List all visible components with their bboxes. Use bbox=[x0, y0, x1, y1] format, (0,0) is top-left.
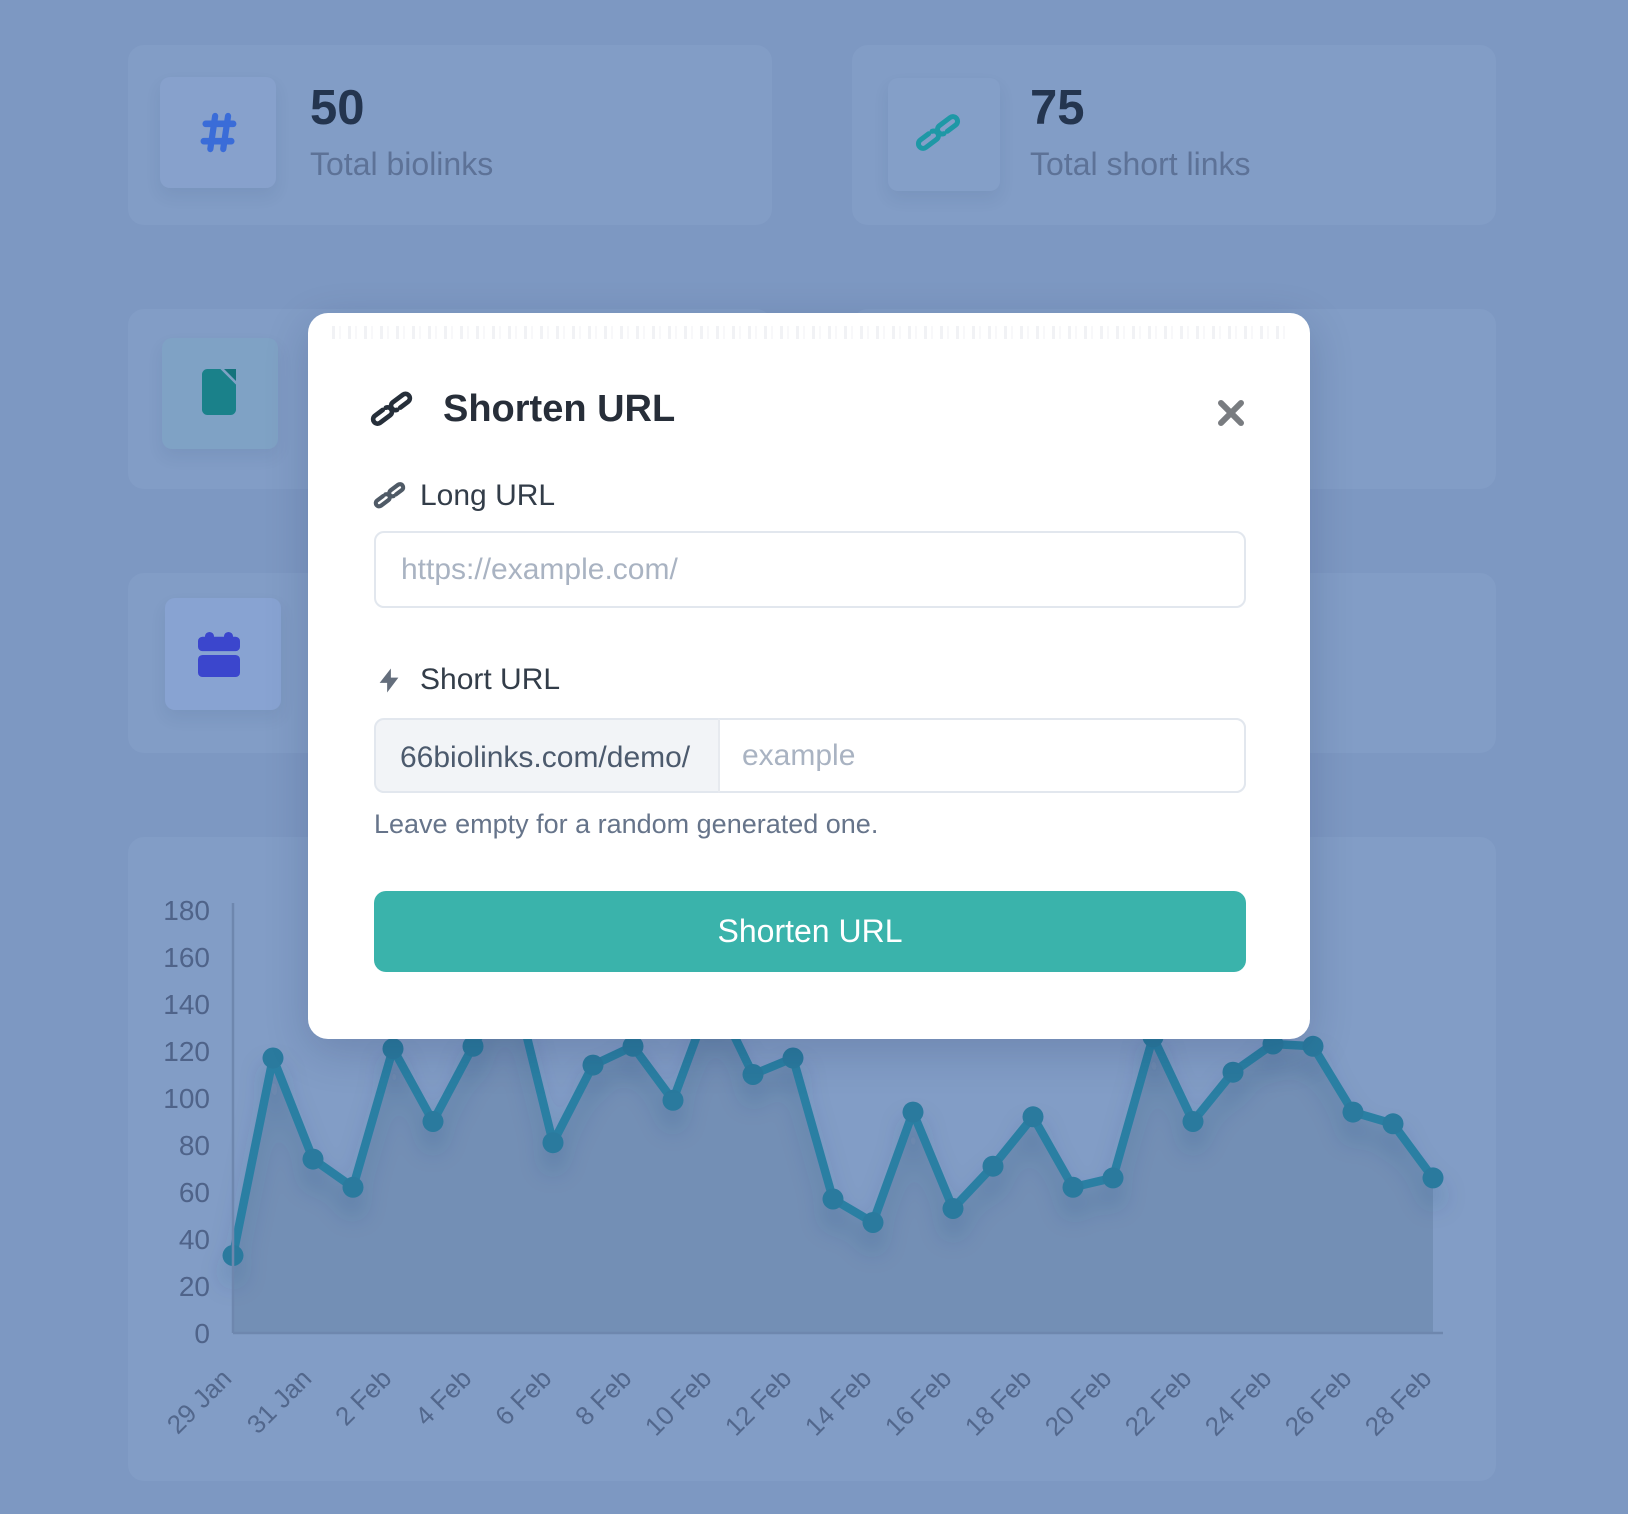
svg-text:22 Feb: 22 Feb bbox=[1119, 1363, 1197, 1441]
svg-text:8 Feb: 8 Feb bbox=[569, 1363, 637, 1431]
svg-text:12 Feb: 12 Feb bbox=[719, 1363, 797, 1441]
svg-text:4 Feb: 4 Feb bbox=[409, 1363, 477, 1431]
svg-text:16 Feb: 16 Feb bbox=[879, 1363, 957, 1441]
svg-text:140: 140 bbox=[163, 989, 210, 1020]
svg-text:60: 60 bbox=[179, 1177, 210, 1208]
svg-text:20 Feb: 20 Feb bbox=[1039, 1363, 1117, 1441]
svg-text:31 Jan: 31 Jan bbox=[241, 1363, 317, 1439]
svg-text:14 Feb: 14 Feb bbox=[799, 1363, 877, 1441]
svg-text:10 Feb: 10 Feb bbox=[639, 1363, 717, 1441]
svg-text:180: 180 bbox=[163, 895, 210, 926]
svg-text:26 Feb: 26 Feb bbox=[1279, 1363, 1357, 1441]
svg-text:120: 120 bbox=[163, 1036, 210, 1067]
svg-text:80: 80 bbox=[179, 1130, 210, 1161]
svg-text:2 Feb: 2 Feb bbox=[329, 1363, 397, 1431]
svg-text:20: 20 bbox=[179, 1271, 210, 1302]
svg-text:40: 40 bbox=[179, 1224, 210, 1255]
svg-text:160: 160 bbox=[163, 942, 210, 973]
svg-text:6 Feb: 6 Feb bbox=[489, 1363, 557, 1431]
svg-text:100: 100 bbox=[163, 1083, 210, 1114]
svg-text:18 Feb: 18 Feb bbox=[959, 1363, 1037, 1441]
svg-text:24 Feb: 24 Feb bbox=[1199, 1363, 1277, 1441]
svg-text:0: 0 bbox=[194, 1318, 210, 1349]
svg-text:28 Feb: 28 Feb bbox=[1359, 1363, 1437, 1441]
svg-text:29 Jan: 29 Jan bbox=[161, 1363, 237, 1439]
